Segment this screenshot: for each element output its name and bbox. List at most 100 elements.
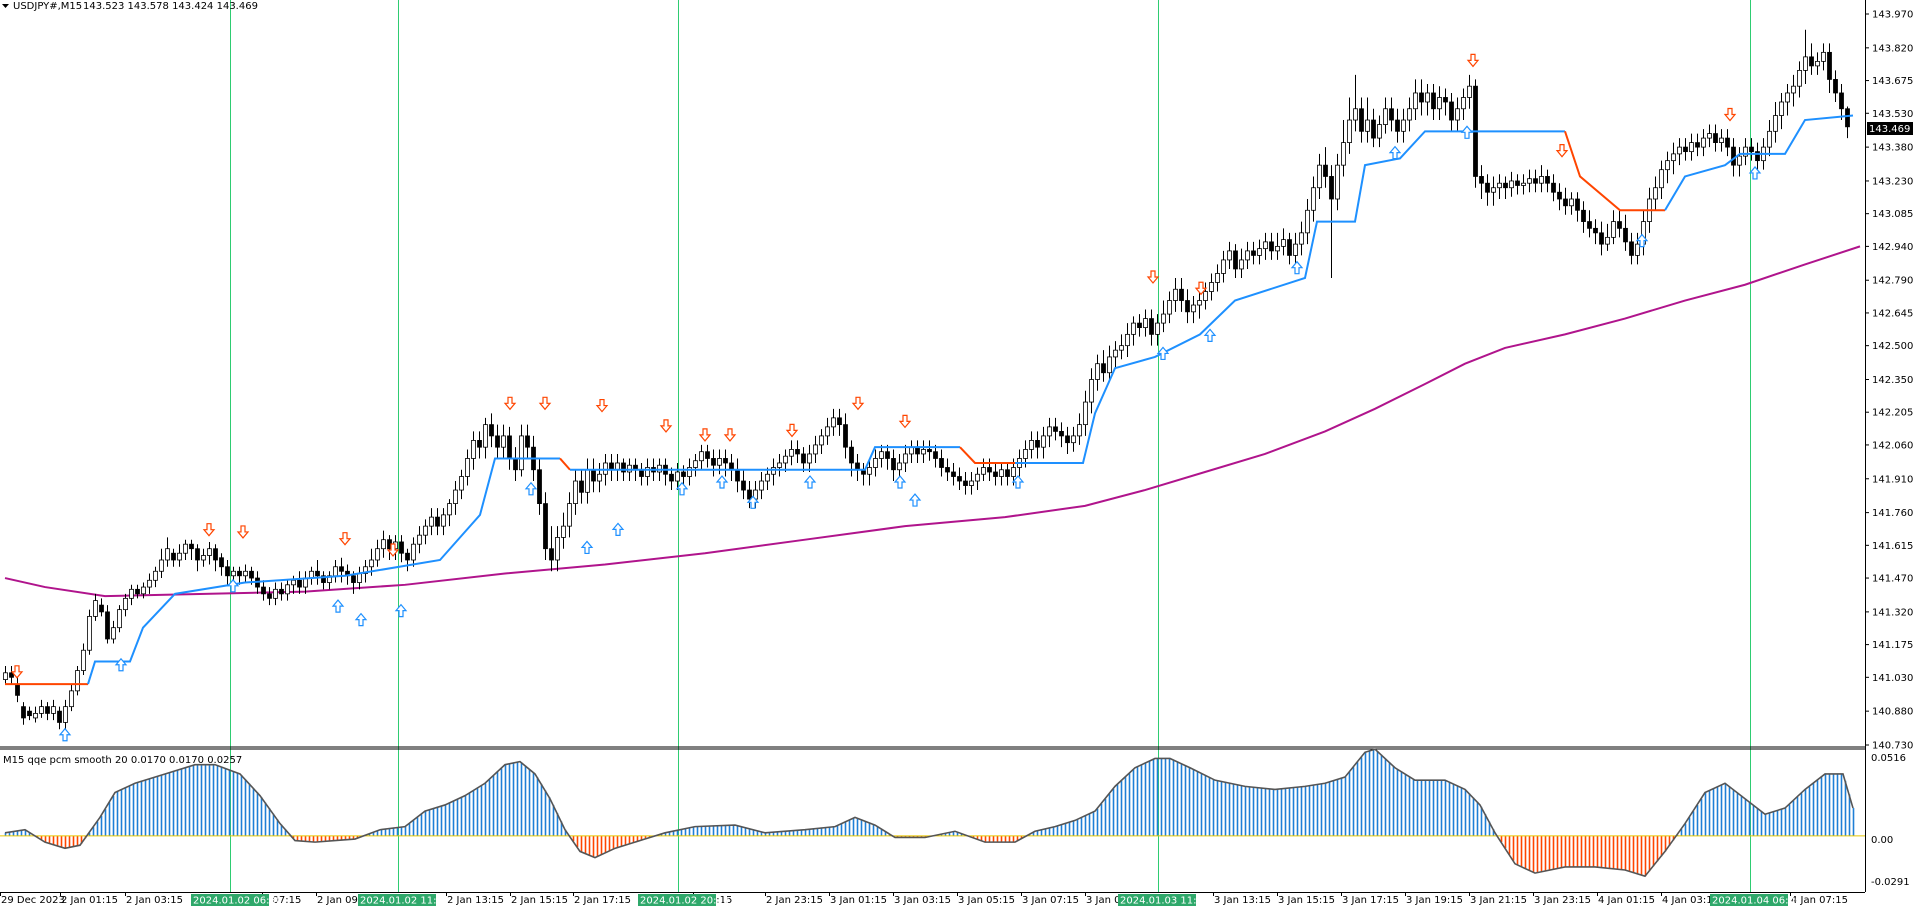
candle-body (735, 469, 740, 482)
sell-arrow-icon (1146, 270, 1160, 284)
candle-body (1125, 333, 1130, 347)
candle-body (1779, 101, 1784, 116)
candle-body (597, 473, 602, 482)
price-tick-label: 142.940 (1872, 242, 1913, 253)
sell-arrow-icon (10, 665, 24, 679)
candle-body (1635, 243, 1640, 256)
candle-body (381, 539, 386, 550)
candle-body (75, 670, 80, 692)
price-tick-label: 142.500 (1872, 341, 1913, 352)
candle-body (243, 570, 248, 577)
candle-body (1239, 259, 1244, 270)
candle-body (447, 503, 452, 516)
time-tick-label: 3 Jan 0 (1086, 895, 1121, 906)
candle-body (819, 435, 824, 446)
candle-body (621, 462, 626, 473)
candle-body (1365, 119, 1370, 132)
candle-body (129, 588, 134, 599)
candle-body (1005, 469, 1010, 477)
candle-body (519, 435, 524, 471)
candle-body (1569, 198, 1574, 207)
buy-arrow-icon (675, 481, 689, 496)
ohlc-label: 143.523 143.578 143.424 143.469 (83, 1, 258, 12)
candle-body (1725, 137, 1730, 148)
trend-down-segment (1564, 131, 1665, 212)
candle-body (219, 557, 224, 568)
collapse-triangle-icon[interactable] (2, 4, 9, 8)
candle-body (1167, 300, 1172, 315)
candle-body (495, 435, 500, 448)
candle-body (1629, 241, 1634, 256)
candle-body (951, 471, 956, 477)
candle-body (87, 615, 92, 651)
time-tick-label: 2 Jan 13:15 (447, 895, 504, 906)
candle-body (21, 706, 26, 719)
buy-arrow-icon (1635, 233, 1649, 248)
buy-arrow-icon (715, 475, 729, 489)
candle-body (453, 489, 458, 504)
candle-body (849, 446, 854, 464)
candle-body (1089, 379, 1094, 403)
candle-body (1611, 221, 1616, 238)
candle-body (501, 435, 506, 448)
candle-body (1263, 241, 1268, 250)
candle-body (549, 548, 554, 561)
candle-body (1023, 449, 1028, 459)
candle-body (15, 683, 20, 696)
candle-body (1077, 424, 1082, 437)
candle-body (195, 548, 200, 561)
candle-body (99, 604, 104, 613)
candle-body (1383, 108, 1388, 125)
candle-body (225, 566, 230, 577)
candle-body (537, 469, 542, 504)
candle-body (789, 449, 794, 457)
candle-body (1491, 187, 1496, 193)
candle-body (1497, 182, 1502, 189)
buy-arrow-icon (1203, 328, 1217, 342)
candle-body (1377, 124, 1382, 139)
candle-body (249, 570, 254, 579)
candle-body (759, 480, 764, 491)
candle-body (1653, 187, 1658, 200)
candle-body (1071, 435, 1076, 444)
candle-body (141, 586, 146, 595)
candle-body (591, 469, 596, 482)
time-tick-label: 4 Jan 07:15 (1791, 895, 1848, 906)
candle-body (327, 575, 332, 583)
candle-body (1431, 92, 1436, 110)
time-highlight-tag (191, 894, 269, 906)
candle-body (369, 559, 374, 568)
candle-body (933, 451, 938, 459)
candle-body (1737, 155, 1742, 166)
candle-body (207, 548, 212, 556)
candle-body (1413, 92, 1418, 110)
buy-arrow-icon (908, 493, 922, 507)
time-highlight-tag (638, 894, 716, 906)
candle-body (1257, 248, 1262, 256)
last-price-label: 143.469 (1869, 124, 1910, 135)
candle-body (27, 710, 32, 717)
candle-body (561, 525, 566, 538)
sell-arrow-icon (723, 428, 737, 442)
price-tick-label: 141.760 (1872, 508, 1913, 519)
candle-body (1527, 178, 1532, 184)
candle-body (1557, 191, 1562, 200)
candle-body (1839, 92, 1844, 110)
trend-up-segment (1015, 130, 1565, 464)
time-highlight-tag (1710, 894, 1788, 906)
candle-body (855, 462, 860, 471)
candle-body (723, 458, 728, 464)
candle-body (1029, 440, 1034, 450)
price-tick-label: 141.175 (1872, 640, 1913, 651)
candle-body (1791, 85, 1796, 94)
candle-body (1275, 245, 1280, 252)
candle-body (261, 586, 266, 595)
candle-body (615, 462, 620, 471)
signal-arrows (10, 53, 1762, 742)
candle-body (459, 476, 464, 491)
candle-body (867, 467, 872, 475)
candle-body (1677, 146, 1682, 155)
candle-body (333, 566, 338, 577)
candle-body (39, 706, 44, 714)
